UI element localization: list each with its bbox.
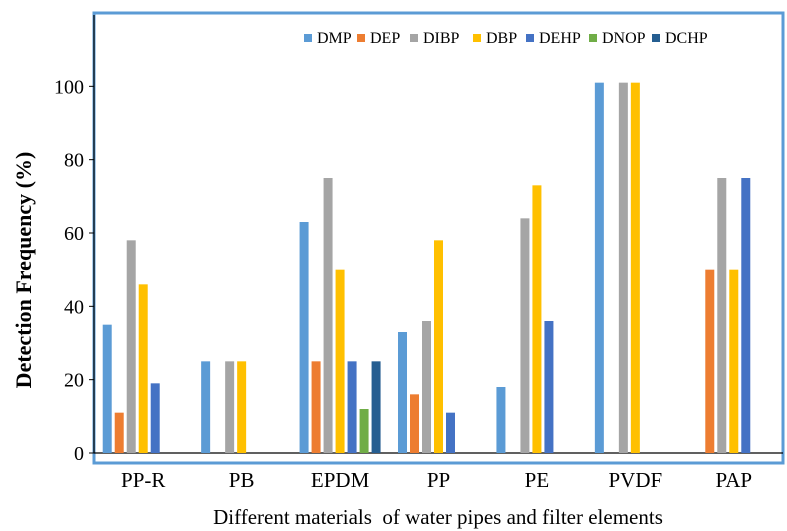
bar-dehp-pap — [741, 178, 751, 453]
legend-swatch-dbp — [473, 34, 481, 42]
bar-dbp-pp — [434, 240, 443, 453]
x-tick-label: PAP — [715, 468, 752, 492]
legend-label-dnop: DNOP — [602, 30, 646, 47]
bar-dep-epdm — [311, 361, 321, 453]
x-tick-label: PE — [525, 468, 550, 492]
legend-label-dbp: DBP — [486, 30, 517, 47]
bar-dmp-pp-r — [102, 324, 112, 453]
bar-dibp-pb — [225, 361, 235, 453]
bar-dnop-epdm — [359, 409, 369, 453]
bar-dep-pp-r — [114, 412, 124, 453]
bar-dep-pap — [705, 269, 715, 453]
bar-dep-pp — [410, 394, 419, 453]
x-tick-label: PP-R — [121, 468, 165, 492]
bar-dchp-epdm — [371, 361, 381, 453]
legend-label-dibp: DIBP — [423, 30, 460, 47]
legend-label-dehp: DEHP — [539, 30, 581, 47]
legend-label-dchp: DCHP — [665, 30, 708, 47]
y-tick-label: 40 — [64, 296, 84, 318]
y-tick-label: 100 — [54, 76, 84, 98]
bar-dbp-epdm — [335, 269, 345, 453]
bar-dibp-epdm — [323, 178, 333, 453]
legend-swatch-dnop — [589, 34, 597, 42]
y-axis: 0 20 40 60 80 100 — [54, 15, 95, 465]
bar-dmp-pe — [496, 387, 506, 453]
x-tick-label: EPDM — [311, 468, 370, 492]
y-tick-label: 0 — [74, 443, 84, 465]
legend-label-dep: DEP — [370, 30, 400, 47]
bar-dehp-pp — [446, 412, 455, 453]
bar-dmp-pb — [201, 361, 211, 453]
legend-swatch-dmp — [304, 34, 312, 42]
bar-dbp-pe — [532, 185, 542, 454]
bar-dbp-pap — [729, 269, 739, 453]
bar-dibp-pp-r — [126, 240, 136, 453]
bar-dehp-pe — [544, 321, 554, 453]
bar-dmp-pp — [398, 332, 407, 453]
x-axis-title: Different materials of water pipes and f… — [213, 505, 663, 529]
x-tick-label: PB — [229, 468, 255, 492]
legend-swatch-dchp — [652, 34, 660, 42]
bar-dibp-pap — [717, 178, 727, 453]
bar-dbp-pvdf — [630, 82, 640, 454]
x-tick-label: PP — [427, 468, 450, 492]
y-tick-label: 80 — [64, 150, 84, 172]
bar-dbp-pp-r — [138, 284, 148, 453]
y-tick-label: 60 — [64, 223, 84, 245]
bar-dibp-pe — [520, 218, 530, 453]
y-axis-title: Detection Frequency (%) — [11, 152, 36, 389]
x-axis: PP-R PB EPDM PP PE PVDF PAP — [94, 452, 783, 492]
legend-swatch-dep — [357, 34, 365, 42]
bar-dmp-pvdf — [594, 82, 604, 454]
bars — [102, 82, 751, 454]
bar-dehp-pp-r — [150, 383, 160, 453]
bar-dmp-epdm — [299, 222, 309, 453]
y-tick-label: 20 — [64, 370, 84, 392]
legend-label-dmp: DMP — [317, 30, 352, 47]
bar-dehp-epdm — [347, 361, 357, 453]
legend-swatch-dehp — [526, 34, 534, 42]
bar-dbp-pb — [237, 361, 247, 453]
x-tick-label: PVDF — [609, 468, 663, 492]
bar-dibp-pp — [422, 321, 431, 453]
bar-dibp-pvdf — [618, 82, 628, 454]
legend: DMP DEP DIBP DBP DEHP DNOP DCHP — [304, 30, 708, 47]
legend-swatch-dibp — [410, 34, 418, 42]
